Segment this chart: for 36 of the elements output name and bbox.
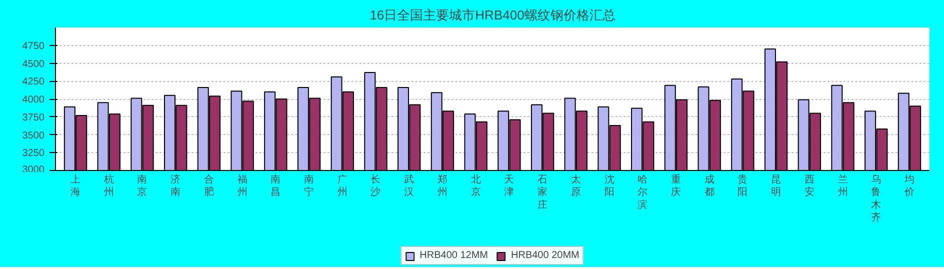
- x-tick-label: 南宁: [304, 174, 314, 198]
- x-tick-label: 广州: [337, 174, 348, 198]
- chart-title: 16日全国主要城市HRB400螺纹钢价格汇总: [370, 8, 616, 22]
- x-tick-label: 长沙: [370, 174, 381, 198]
- x-tick-label: 成都: [704, 174, 714, 198]
- x-tick-label: 西安: [804, 174, 814, 198]
- y-tick-label: 4500: [22, 58, 45, 70]
- x-tick-label: 合肥: [204, 174, 214, 198]
- x-tick-label: 北京: [470, 174, 481, 198]
- legend-label: HRB400 12MM: [420, 250, 488, 261]
- x-tick-label: 济南: [170, 174, 181, 198]
- y-tick-label: 4000: [22, 94, 45, 106]
- legend-label: HRB400 20MM: [511, 250, 580, 261]
- y-tick-label: 4750: [22, 40, 45, 52]
- y-tick-label: 3250: [22, 148, 45, 160]
- x-tick-label: 太原: [570, 174, 581, 198]
- x-tick-label: 重庆: [670, 174, 681, 198]
- x-tick-label: 上海: [70, 174, 81, 198]
- x-tick-label: 均价: [903, 174, 914, 198]
- x-tick-label: 福州: [237, 174, 248, 198]
- y-tick-label: 3500: [22, 130, 45, 142]
- x-tick-label: 昆明: [771, 174, 782, 198]
- x-tick-label: 南昌: [270, 174, 281, 198]
- y-tick-label: 4250: [22, 76, 45, 88]
- x-tick-label: 哈尔滨: [638, 174, 648, 211]
- x-tick-label: 乌鲁木齐: [871, 174, 882, 224]
- x-tick-label: 郑州: [437, 174, 448, 198]
- x-tick-label: 武汉: [404, 174, 414, 198]
- y-tick-label: 3750: [22, 112, 45, 124]
- x-tick-label: 南京: [137, 174, 148, 198]
- x-tick-label: 沈阳: [604, 174, 614, 198]
- x-tick-label: 兰州: [838, 174, 848, 198]
- x-tick-label: 天津: [504, 174, 514, 198]
- x-tick-label: 杭州: [102, 174, 114, 198]
- x-tick-label: 贵阳: [738, 174, 748, 198]
- x-tick-label: 石家庄: [538, 174, 548, 211]
